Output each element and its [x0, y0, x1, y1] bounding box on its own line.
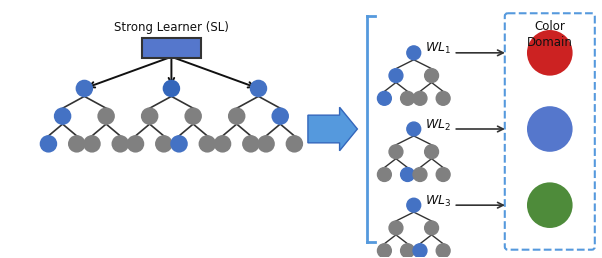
- Circle shape: [98, 108, 114, 124]
- Circle shape: [400, 244, 414, 257]
- Circle shape: [436, 168, 450, 181]
- Circle shape: [156, 136, 172, 152]
- Text: Color
Domain: Color Domain: [527, 20, 573, 49]
- Circle shape: [229, 108, 244, 124]
- Circle shape: [40, 136, 57, 152]
- Circle shape: [436, 91, 450, 105]
- Circle shape: [55, 108, 70, 124]
- Circle shape: [141, 108, 158, 124]
- FancyBboxPatch shape: [141, 38, 201, 58]
- Circle shape: [377, 244, 391, 257]
- Circle shape: [424, 145, 438, 159]
- Circle shape: [258, 136, 274, 152]
- Circle shape: [272, 108, 288, 124]
- Text: $WL_2$: $WL_2$: [424, 117, 450, 133]
- Circle shape: [389, 221, 403, 235]
- Circle shape: [424, 221, 438, 235]
- Circle shape: [528, 31, 571, 75]
- Circle shape: [528, 183, 571, 227]
- Circle shape: [171, 136, 187, 152]
- Circle shape: [287, 136, 302, 152]
- Circle shape: [407, 198, 421, 212]
- Circle shape: [76, 80, 92, 96]
- Text: $WL_1$: $WL_1$: [424, 41, 451, 57]
- Text: Strong Learner (SL): Strong Learner (SL): [114, 21, 229, 34]
- Circle shape: [407, 46, 421, 60]
- Circle shape: [164, 80, 179, 96]
- Circle shape: [199, 136, 216, 152]
- Circle shape: [389, 145, 403, 159]
- Circle shape: [424, 69, 438, 83]
- Circle shape: [413, 244, 427, 257]
- Circle shape: [243, 136, 259, 152]
- Circle shape: [69, 136, 85, 152]
- Circle shape: [436, 244, 450, 257]
- Circle shape: [113, 136, 128, 152]
- Circle shape: [389, 69, 403, 83]
- Text: $WL_3$: $WL_3$: [424, 194, 451, 209]
- Circle shape: [377, 168, 391, 181]
- Circle shape: [413, 168, 427, 181]
- Circle shape: [528, 107, 571, 151]
- Circle shape: [407, 122, 421, 136]
- Circle shape: [128, 136, 143, 152]
- Circle shape: [250, 80, 266, 96]
- Circle shape: [84, 136, 100, 152]
- Circle shape: [400, 91, 414, 105]
- Circle shape: [215, 136, 231, 152]
- Circle shape: [413, 91, 427, 105]
- Circle shape: [185, 108, 201, 124]
- Circle shape: [377, 91, 391, 105]
- Polygon shape: [308, 107, 358, 151]
- Circle shape: [400, 168, 414, 181]
